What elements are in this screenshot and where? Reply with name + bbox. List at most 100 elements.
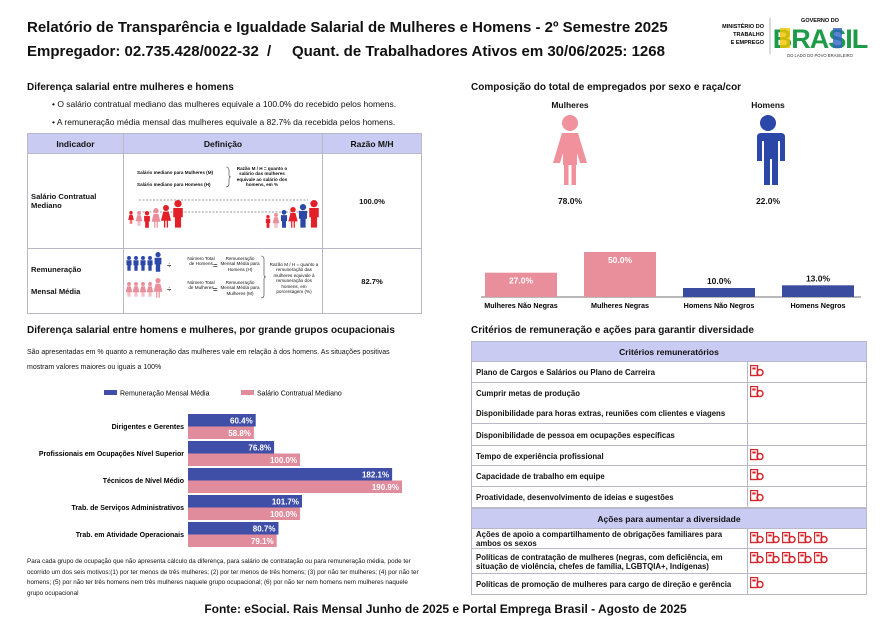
value-label: 58.8% bbox=[228, 429, 251, 438]
criteria-icon bbox=[782, 532, 796, 544]
criteria-row: Disponibilidade para horas extras, reuni… bbox=[471, 403, 867, 424]
person-icon bbox=[272, 213, 280, 228]
bar bbox=[188, 495, 303, 508]
person-head bbox=[148, 256, 152, 260]
person-head bbox=[174, 200, 182, 208]
criteria-icon bbox=[766, 552, 780, 564]
column-divider bbox=[747, 549, 748, 574]
brace bbox=[260, 255, 267, 299]
person-head bbox=[148, 282, 152, 286]
ratio: 100.0% bbox=[322, 153, 422, 249]
criteria-row: Capacidade de trabalho em equipe bbox=[471, 466, 867, 487]
person-body bbox=[146, 286, 154, 297]
criteria-row: Plano de Cargos e Salários ou Plano de C… bbox=[471, 362, 867, 383]
criteria-icon bbox=[750, 449, 764, 461]
person-body bbox=[128, 214, 134, 224]
chart-subtitle: São apresentadas em % quanto a remuneraç… bbox=[27, 349, 390, 371]
person-head bbox=[134, 282, 138, 286]
person-icon bbox=[126, 256, 132, 271]
criteria-row: Proatividade, desenvolvimento de ideias … bbox=[471, 487, 867, 508]
value-label: 100.0% bbox=[270, 510, 297, 519]
criteria-text: Disponibilidade para horas extras, reuni… bbox=[476, 409, 726, 418]
criteria-icon bbox=[798, 532, 812, 544]
person-body bbox=[144, 215, 150, 228]
column-divider bbox=[747, 424, 748, 446]
person-head bbox=[144, 211, 150, 216]
criteria-icon bbox=[750, 490, 764, 502]
legend-label: Salário Contratual Mediano bbox=[257, 391, 342, 398]
occupation-chart: Remuneração Mensal Média Salário Contratu… bbox=[39, 390, 402, 547]
gender-share: 22.0% bbox=[755, 196, 781, 206]
gender-figures bbox=[553, 115, 785, 185]
bar bbox=[188, 522, 279, 535]
column-divider bbox=[747, 466, 748, 487]
person-body bbox=[135, 215, 143, 226]
icon-group bbox=[750, 577, 764, 589]
criteria-icon bbox=[782, 552, 796, 564]
criteria-row: Cumprir metas de produção bbox=[471, 383, 867, 403]
person-body bbox=[151, 213, 161, 228]
value-label: 80.7% bbox=[253, 525, 276, 534]
table-header: Definição bbox=[123, 133, 323, 154]
report-title: Relatório de Transparência e Igualdade S… bbox=[27, 19, 668, 36]
person-body bbox=[125, 286, 133, 297]
ministry-line: MINISTÉRIO DO bbox=[722, 22, 765, 30]
gender-label: Mulheres bbox=[551, 100, 589, 110]
value-label: 60.4% bbox=[230, 417, 253, 426]
person-head bbox=[141, 282, 145, 286]
person-head bbox=[155, 278, 161, 284]
criteria-text: Disponibilidade de pessoa em ocupações e… bbox=[476, 430, 675, 440]
value-label: 10.0% bbox=[707, 276, 732, 286]
criteria-icon bbox=[750, 365, 764, 377]
person-head bbox=[129, 211, 133, 215]
column-divider bbox=[747, 383, 748, 403]
criteria-text: Tempo de experiência profissional bbox=[476, 451, 604, 461]
source: Fonte: eSocial. Rais Mensal Junho de 202… bbox=[204, 602, 687, 616]
criteria-text: Políticas de contratação de mulheres (ne… bbox=[476, 552, 723, 571]
bar bbox=[188, 534, 277, 547]
criteria-icon bbox=[750, 577, 764, 589]
person-icon bbox=[153, 278, 163, 298]
person-body bbox=[126, 260, 132, 271]
man-figure bbox=[755, 115, 785, 185]
gov-top: GOVERNO DO bbox=[801, 18, 840, 24]
column-divider bbox=[747, 403, 748, 424]
person-body bbox=[147, 260, 153, 271]
symbol: ÷ bbox=[167, 285, 172, 294]
person-body bbox=[160, 211, 172, 228]
def-text: Razão M / H = quanto o salário das mulhe… bbox=[236, 166, 288, 188]
criteria-row: Disponibilidade de pessoa em ocupações e… bbox=[471, 424, 867, 446]
person-head bbox=[310, 200, 318, 208]
person-icon bbox=[265, 215, 271, 228]
person-icon bbox=[146, 282, 154, 297]
icon-group bbox=[750, 469, 764, 481]
icon-group bbox=[750, 449, 764, 461]
legend-swatch bbox=[241, 390, 254, 395]
bar bbox=[188, 507, 301, 520]
category-label: Trab. em Atividade Operacionais bbox=[76, 532, 184, 539]
value-label: 100.0% bbox=[270, 456, 297, 465]
person-body bbox=[132, 286, 140, 297]
person-head bbox=[134, 256, 138, 260]
person-icon bbox=[147, 256, 153, 271]
bar bbox=[584, 252, 656, 297]
ratio: 82.7% bbox=[322, 248, 422, 314]
category-label: Técnicos de Nível Médio bbox=[103, 478, 184, 485]
criteria-text: Cumprir metas de produção bbox=[476, 388, 580, 398]
criteria-icon bbox=[750, 386, 764, 398]
person-body bbox=[133, 260, 139, 271]
criteria-row: Tempo de experiência profissional bbox=[471, 446, 867, 466]
person-icon bbox=[128, 211, 134, 224]
definition-diagram: ÷ = ÷ = bbox=[125, 252, 267, 299]
def-text: Salário mediano para Mulheres (M) bbox=[137, 170, 214, 175]
person-head bbox=[155, 252, 161, 258]
value-label: 27.0% bbox=[509, 276, 534, 286]
def-text: Salário mediano para Homens (H) bbox=[137, 182, 211, 187]
person-body bbox=[154, 257, 162, 272]
criteria-icon bbox=[766, 532, 780, 544]
brace bbox=[225, 166, 232, 188]
legend-swatch bbox=[104, 390, 117, 395]
person-body bbox=[298, 210, 308, 228]
person-head bbox=[290, 207, 296, 213]
